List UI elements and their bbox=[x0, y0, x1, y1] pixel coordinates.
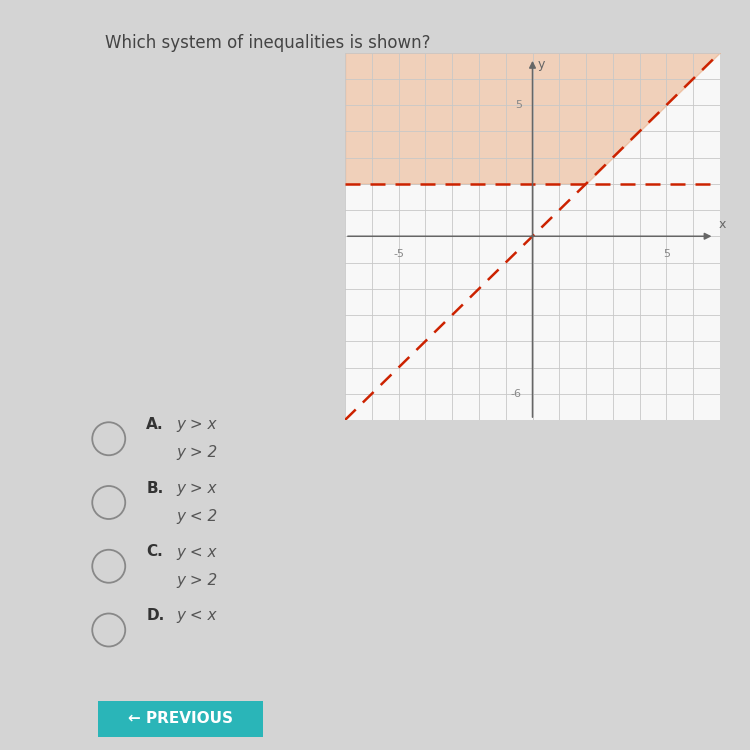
Text: C.: C. bbox=[146, 544, 163, 560]
Text: y < x: y < x bbox=[176, 608, 217, 623]
Text: 5: 5 bbox=[663, 249, 670, 259]
Text: -6: -6 bbox=[511, 388, 522, 399]
Text: y < 2: y < 2 bbox=[176, 509, 218, 524]
Text: ← PREVIOUS: ← PREVIOUS bbox=[128, 711, 232, 726]
Text: Which system of inequalities is shown?: Which system of inequalities is shown? bbox=[105, 34, 430, 52]
Text: A.: A. bbox=[146, 417, 164, 432]
Text: B.: B. bbox=[146, 481, 164, 496]
Text: y > 2: y > 2 bbox=[176, 573, 218, 588]
Text: D.: D. bbox=[146, 608, 164, 623]
Text: x: x bbox=[718, 218, 726, 231]
Text: y: y bbox=[538, 58, 545, 71]
Text: y > x: y > x bbox=[176, 417, 217, 432]
Text: y < x: y < x bbox=[176, 544, 217, 560]
Text: -5: -5 bbox=[393, 249, 404, 259]
Text: y > 2: y > 2 bbox=[176, 446, 218, 460]
Text: y > x: y > x bbox=[176, 481, 217, 496]
Text: 5: 5 bbox=[514, 100, 522, 110]
